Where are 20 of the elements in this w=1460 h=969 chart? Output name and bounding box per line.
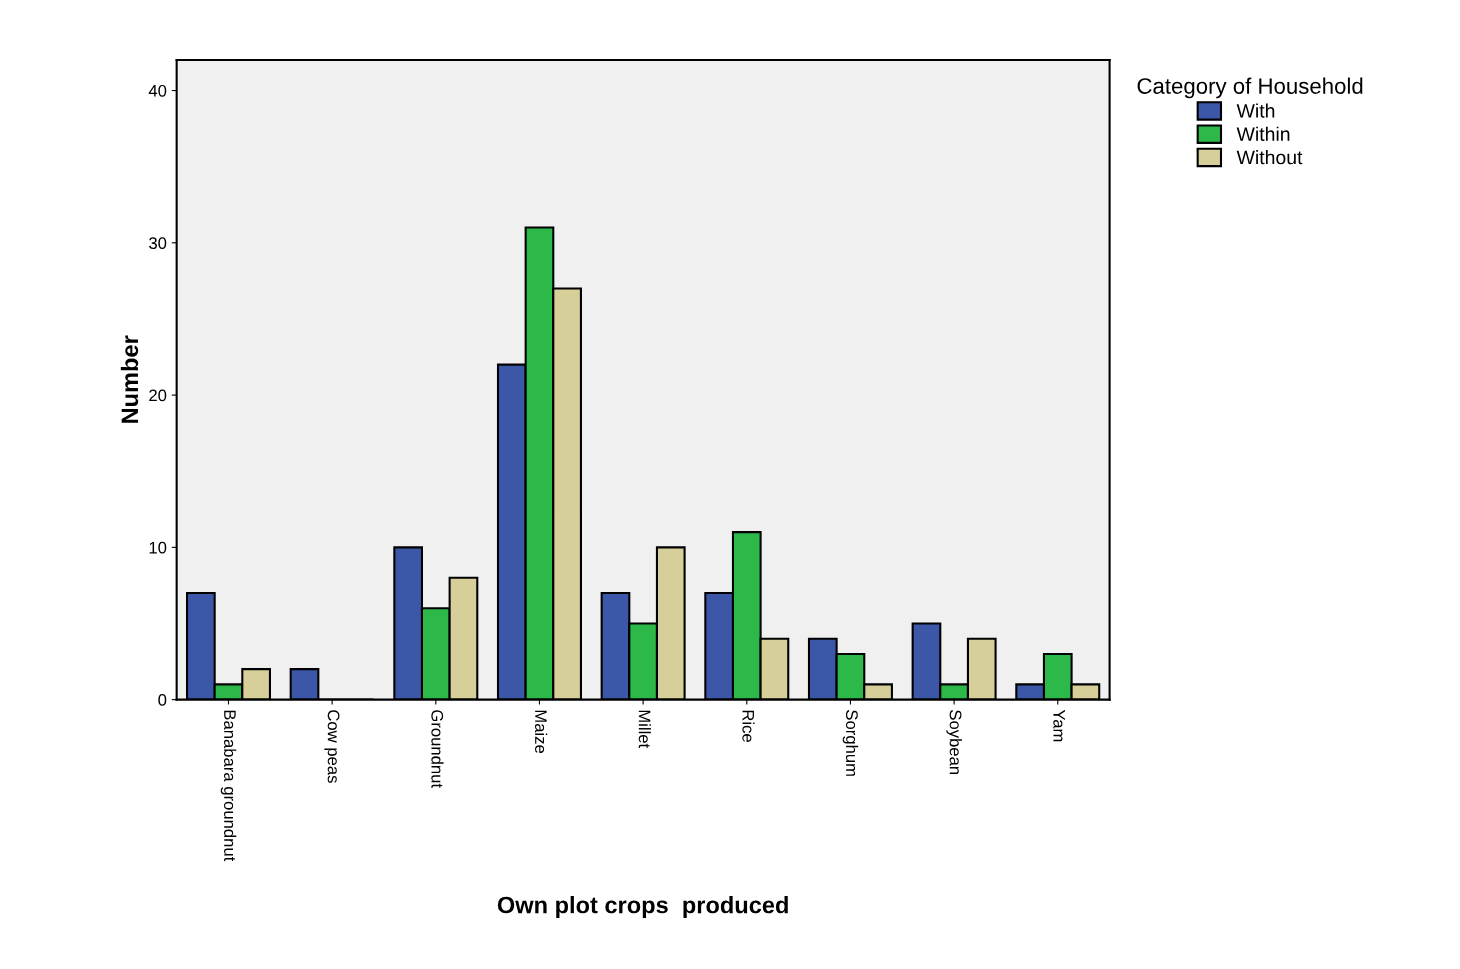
x-tick-label: Millet xyxy=(638,710,651,749)
legend-label: Within xyxy=(1236,126,1290,141)
y-axis-title: Number xyxy=(120,335,139,423)
x-tick-label: Sorghum xyxy=(842,710,859,776)
y-tick-label: 0 xyxy=(158,694,167,706)
legend-label: Without xyxy=(1236,150,1303,165)
y-tick-label: 40 xyxy=(148,84,167,97)
x-tick-label: Groundnut xyxy=(431,710,444,788)
x-tick-label: Cow peas xyxy=(324,710,340,783)
y-tick-label: 20 xyxy=(149,389,167,402)
x-tick-label: Yam xyxy=(1053,709,1065,742)
y-tick-label: 30 xyxy=(149,237,167,250)
legend-label: With xyxy=(1236,103,1275,118)
x-axis-title: Own plot crops produced xyxy=(497,896,788,919)
x-tick-label: Rice xyxy=(742,710,755,742)
y-tick-label: 10 xyxy=(149,541,167,554)
x-tick-label: Soybean xyxy=(946,710,962,775)
x-tick-label: Maize xyxy=(535,710,548,754)
x-tick-label: Banabara groundnut xyxy=(220,710,237,862)
legend-title: Category of Household xyxy=(1137,77,1363,99)
